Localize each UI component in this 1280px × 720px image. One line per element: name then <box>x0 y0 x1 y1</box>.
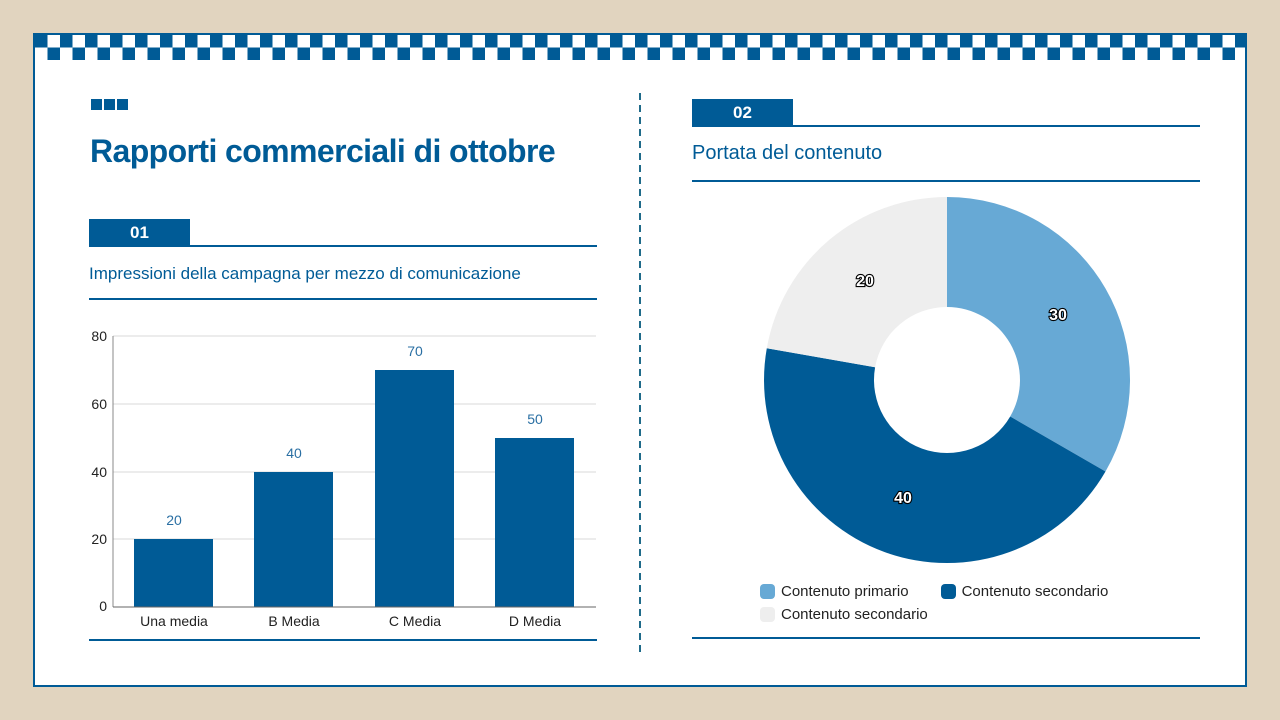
legend-swatch-icon <box>760 607 775 622</box>
donut-slice-secondary-2[interactable] <box>766 197 947 368</box>
square-icon <box>117 99 128 110</box>
legend-label: Contenuto primario <box>781 583 909 600</box>
x-axis-labels: Una media B Media C Media D Media <box>140 613 561 629</box>
bar-data-labels: 20 40 70 50 <box>166 343 543 528</box>
bars <box>134 370 574 607</box>
section-rule <box>692 125 1200 127</box>
checkered-border-decoration <box>35 35 1245 60</box>
y-tick: 80 <box>91 328 107 344</box>
data-label: 20 <box>166 512 182 528</box>
section-rule <box>89 245 597 247</box>
bar-c-media[interactable] <box>375 370 454 607</box>
y-tick: 20 <box>91 531 107 547</box>
section-badge-01: 01 <box>89 219 190 246</box>
x-tick: D Media <box>509 613 561 629</box>
y-axis-ticks: 80 60 40 20 0 <box>91 328 107 614</box>
x-tick: Una media <box>140 613 208 629</box>
y-tick: 0 <box>99 598 107 614</box>
y-tick: 40 <box>91 464 107 480</box>
data-label: 40 <box>894 490 912 507</box>
section-rule <box>89 639 597 641</box>
legend-swatch-icon <box>940 584 956 599</box>
data-label: 30 <box>1049 307 1067 324</box>
y-tick: 60 <box>91 396 107 412</box>
section-rule <box>89 298 597 300</box>
donut-data-labels: 30 40 20 <box>855 272 1068 508</box>
section-rule <box>692 637 1200 639</box>
legend-item-secondary[interactable]: Contenuto secondario <box>940 583 1109 600</box>
square-icon <box>91 99 102 110</box>
section-subtitle-01: Impressioni della campagna per mezzo di … <box>89 264 521 283</box>
legend-item-secondary-2[interactable]: Contenuto secondario <box>760 606 928 623</box>
page-title: Rapporti commerciali di ottobre <box>90 133 556 169</box>
donut-legend: Contenuto primario Contenuto secondario … <box>760 583 1180 623</box>
bar-chart: 80 60 40 20 0 20 40 70 50 Una media B Me… <box>91 197 1131 629</box>
legend-label: Contenuto secondario <box>961 583 1109 600</box>
section-rule <box>692 180 1200 182</box>
data-label: 70 <box>407 343 423 359</box>
three-squares-decoration <box>91 99 128 110</box>
data-label: 40 <box>286 445 302 461</box>
legend-item-primary[interactable]: Contenuto primario <box>760 583 909 600</box>
section-subtitle-02: Portata del contenuto <box>692 142 883 164</box>
legend-swatch-icon <box>760 584 775 599</box>
donut-chart <box>764 197 1131 564</box>
data-label: 20 <box>856 273 874 290</box>
x-tick: B Media <box>268 613 320 629</box>
data-label: 50 <box>527 411 543 427</box>
donut-slice-primary[interactable] <box>947 197 1131 472</box>
section-badge-02: 02 <box>692 99 793 126</box>
bar-d-media[interactable] <box>495 438 574 607</box>
x-tick: C Media <box>389 613 441 629</box>
bar-una-media[interactable] <box>134 539 213 607</box>
dashed-divider <box>639 93 641 655</box>
square-icon <box>104 99 115 110</box>
legend-label: Contenuto secondario <box>781 606 928 623</box>
donut-slice-secondary[interactable] <box>764 348 1106 564</box>
slide-frame: Rapporti commerciali di ottobre 01 Impre… <box>33 33 1247 687</box>
bar-b-media[interactable] <box>254 472 333 607</box>
